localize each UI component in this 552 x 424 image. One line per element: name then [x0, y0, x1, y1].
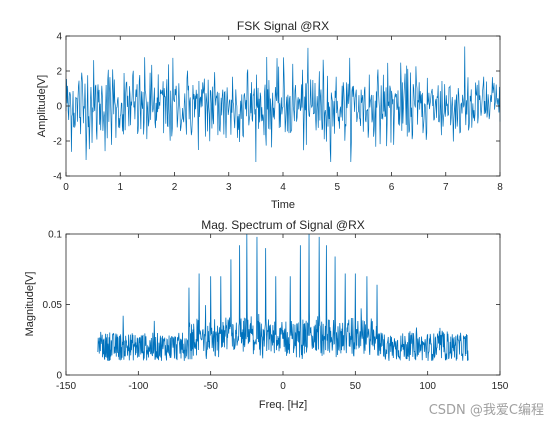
time-x-label: Time — [271, 199, 295, 211]
time-y-ticks: -4 -2 0 2 4 — [53, 32, 500, 183]
x-tick-label: -50 — [203, 381, 218, 392]
y-tick-label: 2 — [56, 67, 62, 78]
x-tick-label: 150 — [492, 381, 509, 392]
x-tick-label: -150 — [56, 381, 76, 392]
spectrum-polyline — [97, 233, 469, 361]
spectrum-y-label: Magnitude[V] — [24, 272, 36, 337]
x-tick-label: 0 — [280, 381, 286, 392]
spectrum-axes: Mag. Spectrum of Signal @RX -150 -100 -50 0… — [24, 218, 509, 411]
x-tick-label: 3 — [226, 182, 232, 193]
x-tick-label: 8 — [497, 182, 503, 193]
x-tick-label: 2 — [172, 182, 178, 193]
x-tick-label: 1 — [117, 182, 123, 193]
y-tick-label: 0 — [56, 371, 62, 382]
watermark: CSDN @我爱C编程 — [428, 403, 544, 418]
x-tick-label: 0 — [63, 182, 69, 193]
time-signal-polyline — [65, 46, 501, 163]
time-x-ticks: 0 1 2 3 4 5 6 7 8 — [63, 36, 503, 193]
x-tick-label: 5 — [334, 182, 340, 193]
time-domain-axes: FSK Signal @RX 0 1 2 3 4 5 6 7 8 -4 -2 0 2 4 Time Am… — [36, 19, 503, 211]
y-tick-label: 0.05 — [43, 300, 63, 311]
spectrum-plot-title: Mag. Spectrum of Signal @RX — [201, 218, 365, 232]
x-tick-label: 6 — [389, 182, 395, 193]
x-tick-label: 7 — [443, 182, 449, 193]
y-tick-label: 0 — [56, 102, 62, 113]
x-tick-label: 4 — [280, 182, 286, 193]
time-plot-title: FSK Signal @RX — [237, 19, 329, 33]
time-y-label: Amplitude[V] — [36, 75, 48, 137]
x-tick-label: -100 — [128, 381, 148, 392]
y-tick-label: 0.1 — [48, 230, 62, 241]
x-tick-label: 100 — [419, 381, 436, 392]
y-tick-label: 4 — [56, 32, 62, 43]
x-tick-label: 50 — [350, 381, 362, 392]
y-tick-label: -2 — [53, 137, 62, 148]
spectrum-y-ticks: 0 0.05 0.1 — [43, 230, 500, 382]
spectrum-series-line — [97, 233, 469, 361]
spectrum-x-label: Freq. [Hz] — [259, 399, 307, 411]
y-tick-label: -4 — [53, 172, 62, 183]
time-series-line — [65, 46, 501, 163]
spectrum-x-ticks: -150 -100 -50 0 50 100 150 — [56, 234, 509, 392]
